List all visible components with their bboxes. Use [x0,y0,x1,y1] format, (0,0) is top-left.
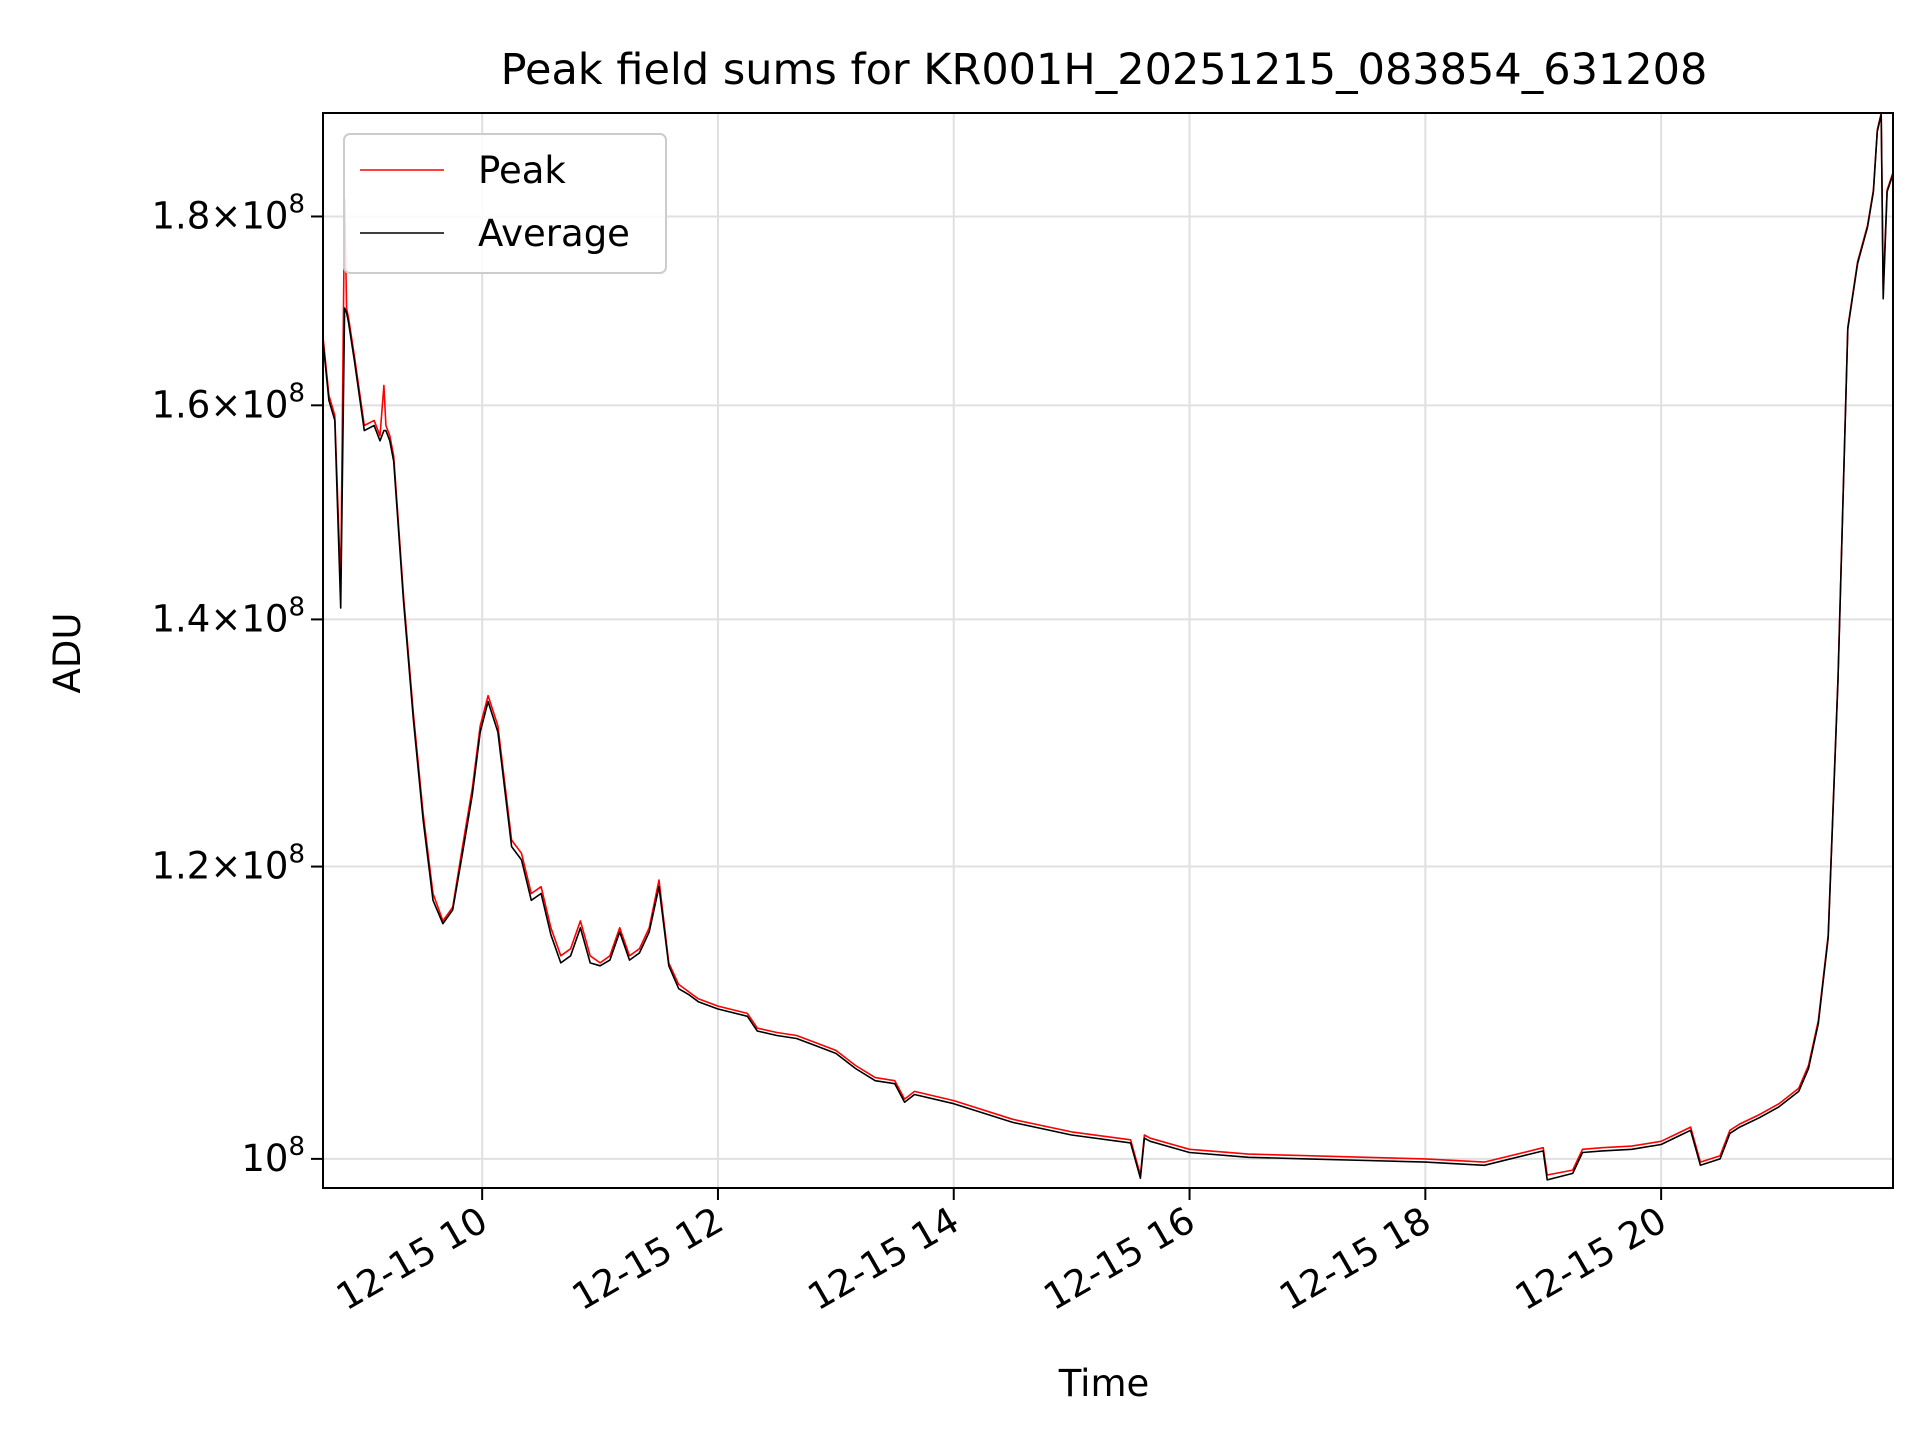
y-tick-base: 10 [241,845,288,888]
y-tick-base: 10 [241,1137,288,1180]
x-axis-label: Time [1058,1362,1150,1405]
y-tick-label: 1.8×108 [152,189,306,237]
y-tick-base: 10 [241,383,288,426]
y-tick-mantissa: 1.6 [152,383,211,426]
y-tick-times: × [210,597,241,640]
legend-label-average: Average [478,212,630,255]
y-tick-exponent: 8 [288,840,305,870]
y-tick-times: × [210,845,241,888]
y-tick-mantissa: 1.8 [152,194,211,237]
y-tick-label: 1.4×108 [152,592,306,640]
series-line-average [323,113,1893,1181]
legend: Peak Average [343,133,667,274]
y-tick-exponent: 8 [288,1132,305,1162]
y-tick-label: 1.6×108 [152,378,306,426]
y-tick-mantissa: 1.4 [152,597,211,640]
legend-label-peak: Peak [478,149,566,192]
y-tick-mantissa: 1.2 [152,845,211,888]
y-axis-label: ADU [46,613,89,694]
y-tick-exponent: 8 [288,592,305,622]
y-tick-exponent: 8 [288,189,305,219]
y-tick-label: 1.2×108 [152,840,306,888]
y-tick-base: 10 [241,597,288,640]
legend-box [343,133,667,274]
y-tick-label: 108 [241,1132,305,1180]
y-tick-exponent: 8 [288,378,305,408]
plot-lines [323,113,1893,1181]
y-tick-times: × [210,383,241,426]
plot-frame [322,112,1894,1189]
y-tick-times: × [210,194,241,237]
y-tick-base: 10 [241,194,288,237]
grid [323,113,1893,1188]
chart-title: Peak field sums for KR001H_20251215_0838… [501,45,1708,95]
